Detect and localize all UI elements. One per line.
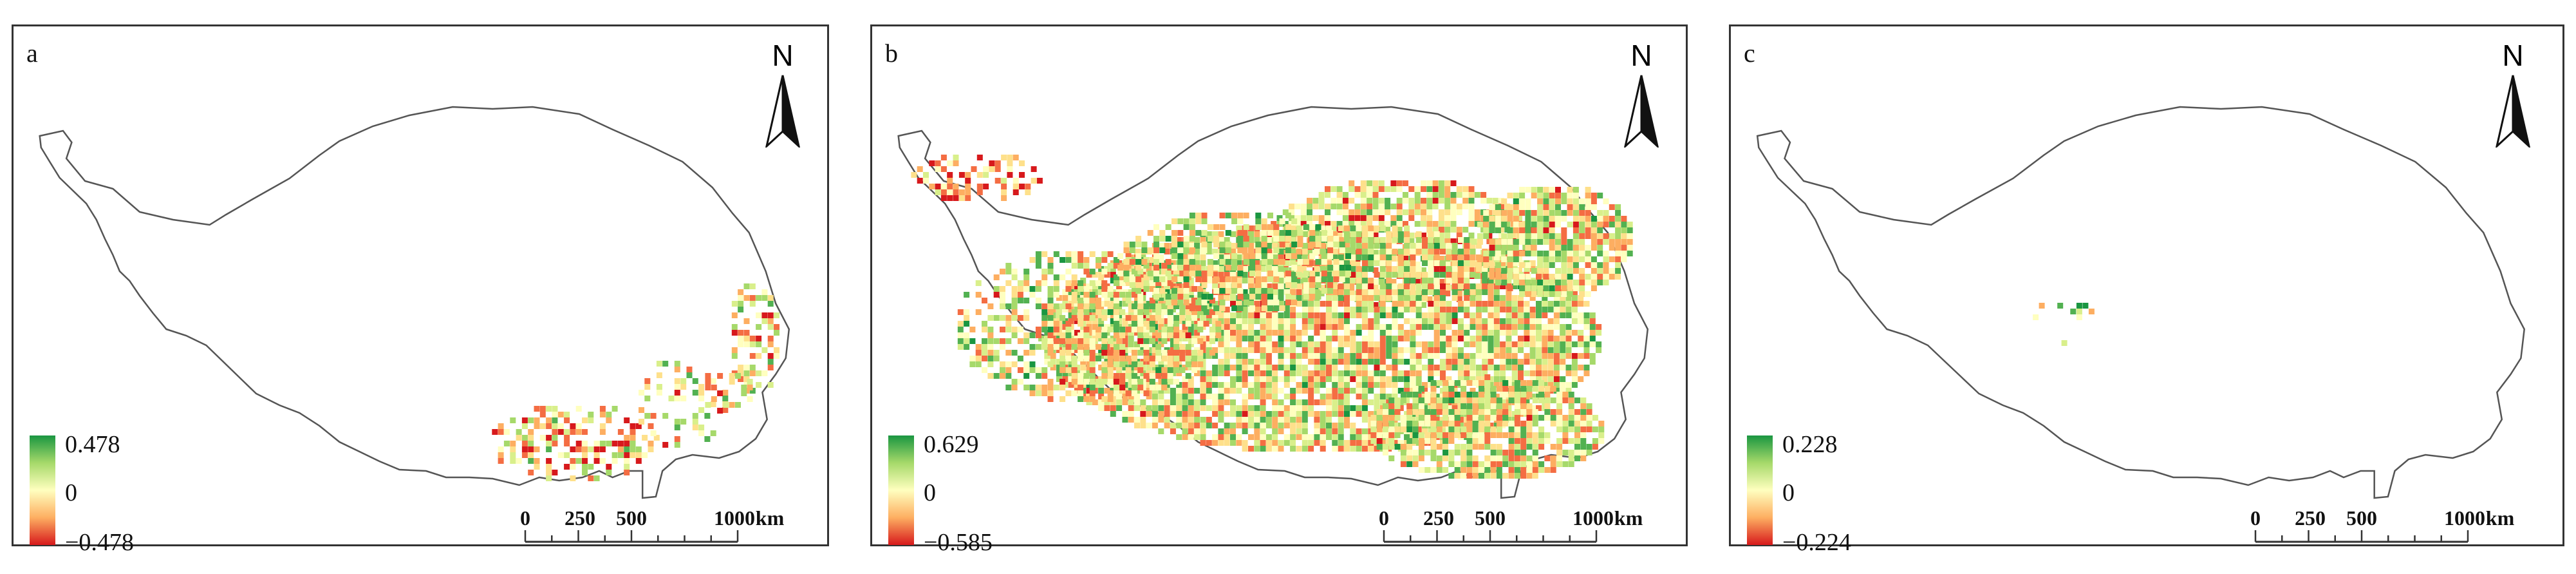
legend-max: 0.629 [924, 431, 979, 458]
plateau-outline [39, 106, 790, 499]
scale-tick-500: 500 [616, 506, 647, 530]
raster-pixels [492, 283, 779, 481]
panel-label: a [26, 39, 38, 68]
plateau-map-a [39, 106, 790, 543]
color-legend: 0.228 0 −0.224 [1747, 407, 1914, 555]
scale-tick-250: 250 [1423, 506, 1454, 530]
scale-tick-0: 0 [1379, 506, 1389, 530]
north-letter: N [772, 39, 794, 72]
scale-tick-250: 250 [2295, 506, 2326, 530]
map-panel-b: b N 0.629 0 −0.585 0 250 500 1000 km [870, 24, 1688, 555]
legend-colorbar [1747, 435, 1773, 545]
legend-mid: 0 [924, 479, 936, 506]
legend-max: 0.228 [1782, 431, 1838, 458]
map-panel-c: c N 0.228 0 −0.224 0 250 500 1000 km [1729, 24, 2564, 555]
raster-pixels [2033, 303, 2095, 346]
panel-label: b [885, 39, 898, 68]
scale-unit: km [755, 506, 785, 530]
plateau-map-c [1756, 106, 2525, 543]
panel-label: c [1744, 39, 1755, 68]
plateau-map-b [897, 106, 1649, 543]
scale-bar: 0 250 500 1000 km [1379, 506, 1643, 558]
legend-min: −0.585 [924, 529, 993, 556]
scale-bar: 0 250 500 1000 km [2250, 506, 2514, 558]
north-arrow-icon: N [2484, 38, 2542, 148]
plateau-outline [1756, 106, 2525, 499]
scale-unit: km [2485, 506, 2515, 530]
legend-colorbar [30, 435, 55, 545]
color-legend: 0.478 0 −0.478 [30, 407, 197, 555]
legend-min: −0.224 [1782, 529, 1851, 556]
scale-tick-500: 500 [2346, 506, 2377, 530]
north-arrow-shape [765, 75, 800, 148]
raster-pixels [911, 155, 1633, 479]
legend-mid: 0 [1782, 479, 1795, 506]
scale-tick-500: 500 [1475, 506, 1506, 530]
north-letter: N [2502, 39, 2524, 72]
scale-tick-1000: 1000 [2444, 506, 2485, 530]
scale-bar-icon [2254, 530, 2469, 543]
legend-min: −0.478 [65, 529, 134, 556]
scale-tick-250: 250 [565, 506, 595, 530]
map-panel-a: a N 0.478 0 −0.478 0 250 500 1000 km [12, 24, 829, 555]
legend-colorbar [888, 435, 914, 545]
scale-tick-0: 0 [2250, 506, 2261, 530]
legend-max: 0.478 [65, 431, 120, 458]
color-legend: 0.629 0 −0.585 [888, 407, 1056, 555]
plateau-outline [897, 106, 1649, 499]
scale-unit: km [1614, 506, 1643, 530]
legend-mid: 0 [65, 479, 77, 506]
scale-tick-1000: 1000 [714, 506, 755, 530]
scale-tick-1000: 1000 [1573, 506, 1614, 530]
north-letter: N [1630, 39, 1652, 72]
north-arrow-icon: N [1612, 38, 1670, 148]
north-arrow-shape [2496, 75, 2530, 148]
scale-tick-0: 0 [520, 506, 530, 530]
north-arrow-shape [1624, 75, 1659, 148]
scale-bar: 0 250 500 1000 km [520, 506, 784, 558]
scale-bar-icon [524, 530, 739, 543]
scale-bar-icon [1383, 530, 1598, 543]
north-arrow-icon: N [754, 38, 812, 148]
